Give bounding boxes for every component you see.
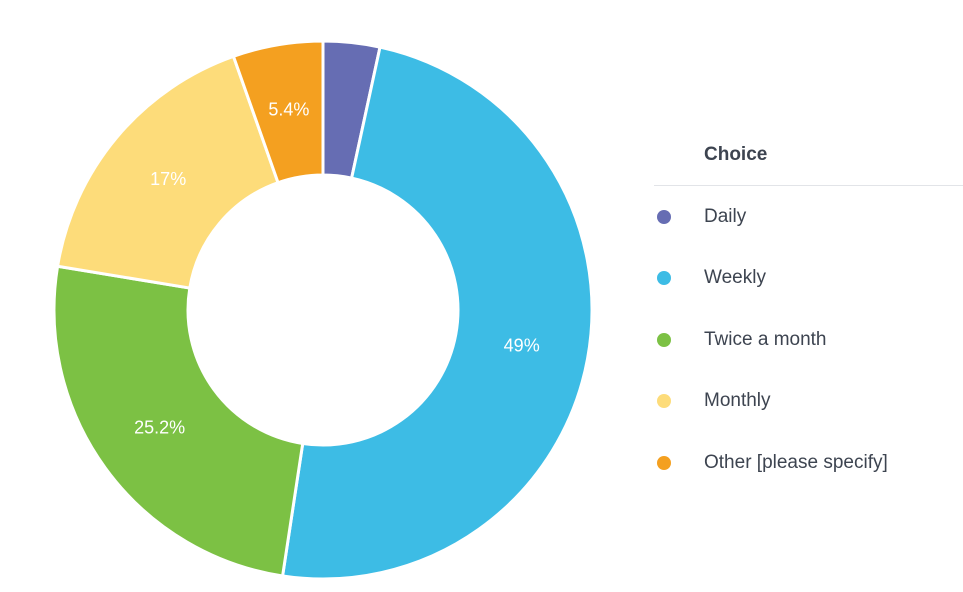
legend-dot-icon [657, 209, 671, 224]
legend-dot-icon [657, 455, 671, 470]
legend-item-twice-a-month[interactable]: Twice a month [654, 309, 963, 371]
legend-dot-icon [657, 394, 671, 409]
legend-items: Daily Weekly Twice a month Monthly Other [pl… [654, 186, 963, 494]
legend-dot-icon [657, 271, 671, 286]
slices-group [52, 39, 594, 581]
legend-item-other-please-specify[interactable]: Other [please specify] [654, 432, 963, 494]
legend-label: Monthly [704, 390, 771, 412]
legend-label: Other [please specify] [704, 451, 888, 473]
legend-label: Weekly [704, 267, 766, 289]
legend-label: Twice a month [704, 328, 827, 350]
legend-item-daily[interactable]: Daily [654, 186, 963, 248]
slice-monthly[interactable] [56, 54, 280, 290]
legend-item-weekly[interactable]: Weekly [654, 248, 963, 310]
legend-dot-icon [657, 332, 671, 347]
slice-label-twice-a-month: 25.2% [134, 417, 185, 437]
slice-other-please-specify[interactable] [231, 39, 325, 185]
legend-title: Choice [654, 138, 963, 186]
donut-chart: 49% 25.2% 17% 5.4% [52, 39, 594, 581]
slice-weekly[interactable] [281, 45, 594, 581]
slice-label-other-please-specify: 5.4% [268, 100, 309, 120]
slice-label-monthly: 17% [150, 169, 186, 189]
slice-labels-group: 49% 25.2% 17% 5.4% [134, 100, 540, 438]
legend-label: Daily [704, 205, 747, 227]
legend: Choice Daily Weekly Twice a month Monthly Ot… [654, 138, 963, 494]
slice-twice-a-month[interactable] [52, 264, 305, 578]
slice-label-weekly: 49% [504, 335, 540, 355]
legend-item-monthly[interactable]: Monthly [654, 371, 963, 433]
donut-chart-svg: 49% 25.2% 17% 5.4% [52, 39, 594, 581]
